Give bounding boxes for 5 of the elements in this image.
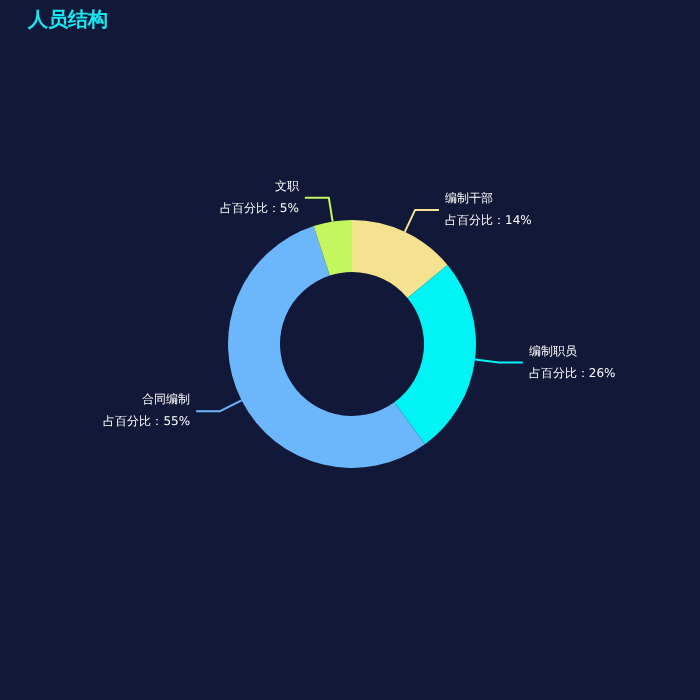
chart-title: 人员结构 [26, 8, 108, 32]
donut-slice [228, 226, 425, 468]
donut-slice [313, 220, 352, 276]
donut-slice [394, 264, 476, 445]
donut-slice [352, 220, 448, 299]
